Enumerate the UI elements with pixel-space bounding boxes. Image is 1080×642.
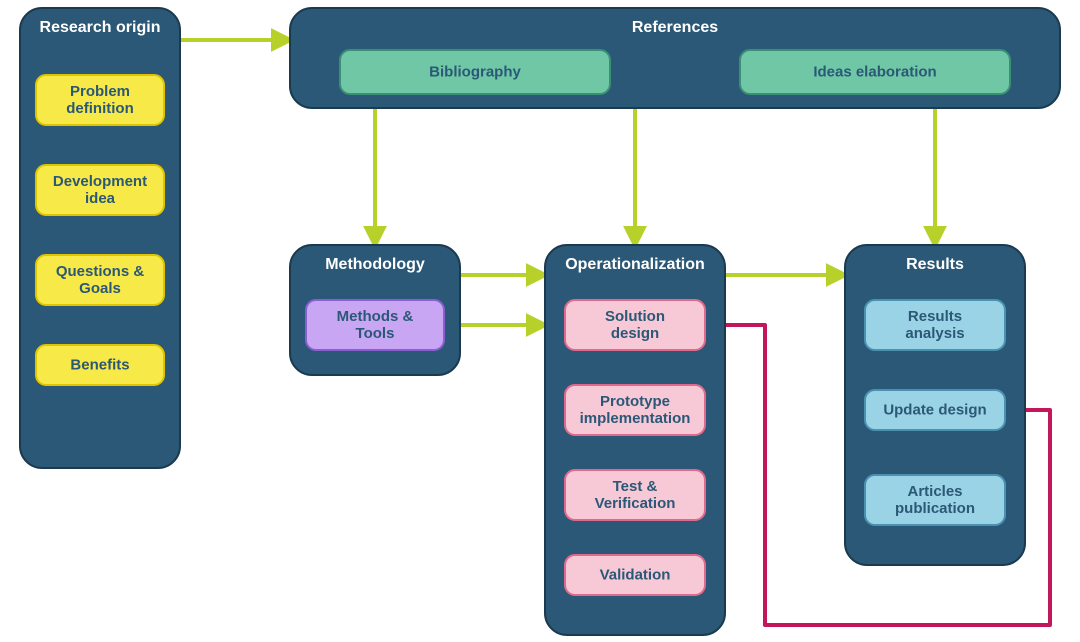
node-label-solution-l0: Solution — [605, 308, 665, 325]
node-label-results_an-l0: Results — [908, 308, 962, 325]
node-label-problem_def-l1: definition — [66, 100, 134, 117]
node-label-validation-l0: Validation — [600, 566, 671, 583]
node-update_design: Update design — [865, 390, 1005, 430]
panel-title-methodology: Methodology — [325, 256, 425, 273]
node-label-methods_tools-l1: Tools — [356, 325, 395, 342]
node-label-prototype-l0: Prototype — [600, 393, 670, 410]
node-bibliography: Bibliography — [340, 50, 610, 94]
node-dev_idea: Developmentidea — [36, 165, 164, 215]
node-questions: Questions &Goals — [36, 255, 164, 305]
node-results_an: Resultsanalysis — [865, 300, 1005, 350]
node-label-solution-l1: design — [611, 325, 659, 342]
node-label-update_design-l0: Update design — [883, 401, 986, 418]
node-ideas_elab: Ideas elaboration — [740, 50, 1010, 94]
node-validation: Validation — [565, 555, 705, 595]
panel-title-references: References — [632, 19, 718, 36]
panel-title-research: Research origin — [40, 19, 161, 36]
node-benefits: Benefits — [36, 345, 164, 385]
node-label-bibliography-l0: Bibliography — [429, 63, 521, 80]
node-label-questions-l0: Questions & — [56, 263, 145, 280]
node-label-test_verif-l0: Test & — [613, 478, 658, 495]
node-label-articles-l1: publication — [895, 500, 975, 517]
node-label-dev_idea-l0: Development — [53, 173, 147, 190]
panel-title-results: Results — [906, 256, 964, 273]
node-label-ideas_elab-l0: Ideas elaboration — [813, 63, 936, 80]
node-label-methods_tools-l0: Methods & — [337, 308, 414, 325]
node-label-prototype-l1: implementation — [580, 410, 691, 427]
node-label-results_an-l1: analysis — [905, 325, 964, 342]
node-articles: Articlespublication — [865, 475, 1005, 525]
node-label-problem_def-l0: Problem — [70, 83, 130, 100]
node-label-articles-l0: Articles — [907, 483, 962, 500]
node-solution: Solutiondesign — [565, 300, 705, 350]
panel-title-operationalization: Operationalization — [565, 256, 705, 273]
node-label-questions-l1: Goals — [79, 280, 121, 297]
node-test_verif: Test &Verification — [565, 470, 705, 520]
node-label-test_verif-l1: Verification — [595, 495, 676, 512]
node-problem_def: Problemdefinition — [36, 75, 164, 125]
node-label-benefits-l0: Benefits — [70, 356, 129, 373]
node-prototype: Prototypeimplementation — [565, 385, 705, 435]
node-methods_tools: Methods &Tools — [306, 300, 444, 350]
node-label-dev_idea-l1: idea — [85, 190, 116, 207]
